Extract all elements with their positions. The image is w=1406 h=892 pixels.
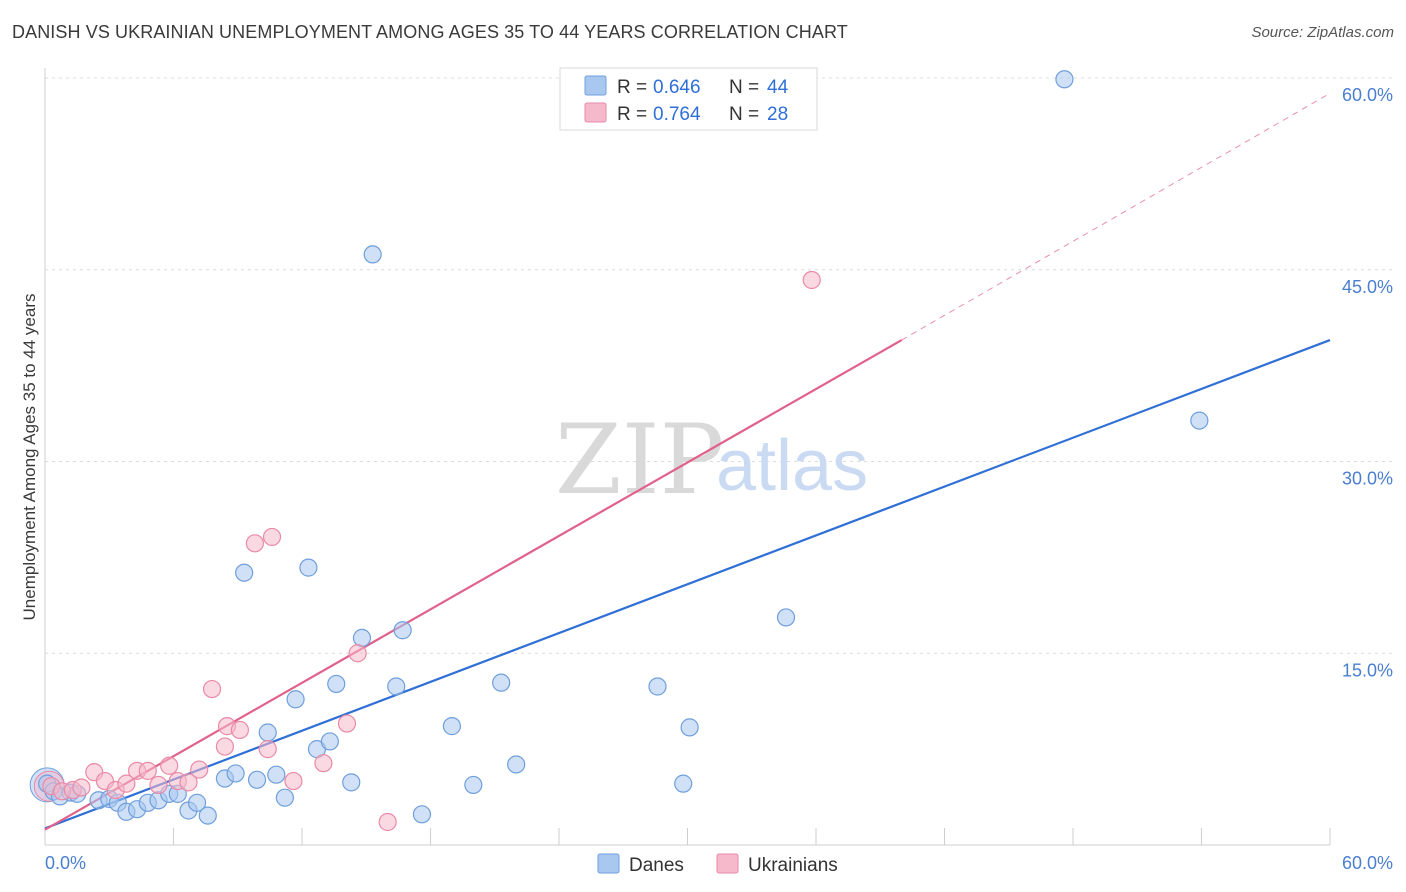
point-danes-37	[492, 673, 511, 692]
bottom-legend-danes-label: Danes	[629, 855, 684, 876]
x-tick-label-min: 0.0%	[45, 853, 86, 873]
grid	[45, 77, 1392, 654]
point-ukrainians-22	[284, 771, 303, 791]
y-axis-label: Unemployment Among Ages 35 to 44 years	[20, 294, 39, 621]
legend-danes-n-label: N =	[729, 77, 759, 98]
point-danes-33	[393, 621, 412, 640]
point-danes-40	[674, 774, 693, 793]
legend-danes-r-label: R =	[617, 77, 647, 98]
point-ukrainians-16	[215, 737, 234, 756]
trend-line-ukrainians-extension	[901, 92, 1331, 341]
point-danes-15	[187, 793, 207, 812]
legend-ukrainians-n-label: N =	[729, 104, 759, 125]
point-danes-31	[363, 245, 382, 264]
point-ukrainians-23	[314, 754, 333, 773]
data-points	[29, 70, 1209, 832]
bottom-legend-ukrainians-swatch	[716, 853, 739, 874]
point-ukrainians-24	[337, 714, 357, 733]
bottom-legend-danes-swatch	[597, 853, 620, 874]
point-ukrainians-10	[149, 775, 168, 795]
legend-ukrainians-r-value: 0.764	[653, 104, 701, 125]
point-danes-28	[327, 674, 346, 694]
point-ukrainians-25	[348, 644, 367, 663]
y-tick-labels: 15.0% 30.0% 45.0% 60.0%	[1342, 85, 1393, 680]
watermark-zip: ZIP	[555, 404, 724, 516]
watermark: ZIP atlas	[555, 404, 868, 516]
point-danes-22	[267, 765, 286, 784]
point-ukrainians-21	[262, 527, 282, 547]
point-danes-44	[1190, 411, 1209, 430]
point-danes-20	[247, 770, 267, 789]
point-danes-24	[286, 690, 305, 709]
point-ukrainians-9	[138, 761, 157, 780]
point-ukrainians-14	[190, 760, 209, 779]
point-danes-38	[507, 755, 526, 774]
point-danes-42	[776, 608, 796, 627]
point-ukrainians-19	[245, 534, 264, 553]
point-ukrainians-15	[202, 679, 222, 699]
legend-ukrainians-n-value: 28	[767, 104, 788, 125]
point-danes-25	[299, 558, 318, 577]
x-ticks	[173, 828, 1331, 845]
point-danes-32	[387, 677, 406, 696]
y-tick-label-15: 15.0%	[1342, 660, 1393, 680]
point-danes-34	[412, 805, 432, 824]
point-danes-35	[442, 717, 462, 736]
point-danes-16	[198, 806, 217, 825]
point-danes-27	[320, 732, 339, 751]
point-danes-30	[352, 628, 372, 648]
point-danes-41	[680, 718, 699, 737]
point-danes-29	[342, 773, 361, 792]
point-ukrainians-7	[117, 774, 136, 793]
point-ukrainians-3	[72, 778, 91, 797]
bottom-legend-ukrainians-label: Ukrainians	[748, 855, 838, 876]
x-tick-label-max: 60.0%	[1342, 853, 1393, 873]
y-tick-label-45: 45.0%	[1342, 277, 1393, 297]
bottom-legend: Danes Ukrainians	[597, 853, 838, 876]
y-tick-label-30: 30.0%	[1342, 469, 1393, 489]
point-danes-43	[1055, 70, 1074, 89]
legend-danes-swatch	[584, 75, 607, 96]
trend-line-ukrainians	[44, 339, 903, 831]
point-ukrainians-26	[378, 812, 397, 832]
point-danes-21	[258, 723, 277, 742]
y-tick-label-60: 60.0%	[1342, 85, 1393, 105]
point-danes-36	[464, 775, 483, 795]
chart-title: DANISH VS UKRAINIAN UNEMPLOYMENT AMONG A…	[12, 22, 848, 42]
legend-box: R = 0.646 N = 44 R = 0.764 N = 28	[559, 67, 818, 131]
point-danes-18	[226, 764, 245, 783]
watermark-atlas: atlas	[716, 426, 868, 506]
legend-danes-r-value: 0.646	[653, 77, 701, 98]
legend-danes-n-value: 44	[767, 77, 789, 98]
source-label: Source: ZipAtlas.com	[1251, 24, 1394, 41]
point-danes-23	[275, 788, 294, 807]
point-ukrainians-13	[179, 773, 198, 792]
point-ukrainians-18	[230, 720, 249, 740]
legend-ukrainians-r-label: R =	[617, 104, 647, 125]
point-danes-19	[235, 563, 254, 582]
point-danes-39	[648, 677, 667, 696]
point-ukrainians-27	[802, 270, 821, 290]
point-ukrainians-11	[160, 756, 179, 775]
legend-ukrainians-swatch	[584, 102, 607, 123]
point-ukrainians-20	[258, 740, 277, 759]
